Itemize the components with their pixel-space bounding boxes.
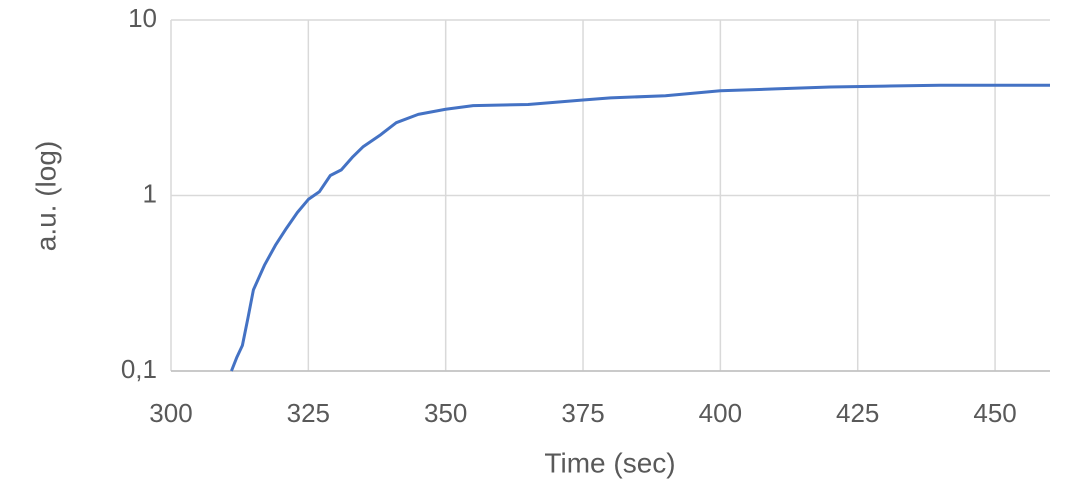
x-tick-label: 375: [561, 398, 604, 428]
x-tick-label: 450: [973, 398, 1016, 428]
data-line: [230, 83, 1050, 372]
x-tick-label: 325: [287, 398, 330, 428]
x-tick-label: 350: [424, 398, 467, 428]
x-tick-label: 400: [699, 398, 742, 428]
y-tick-label: 1: [143, 178, 157, 208]
x-tick-label: 300: [149, 398, 192, 428]
x-tick-label: 425: [836, 398, 879, 428]
y-tick-label: 0,1: [121, 354, 157, 384]
y-axis-title: a.u. (log): [30, 141, 61, 252]
y-tick-label: 10: [128, 3, 157, 33]
x-axis-title: Time (sec): [544, 447, 675, 478]
